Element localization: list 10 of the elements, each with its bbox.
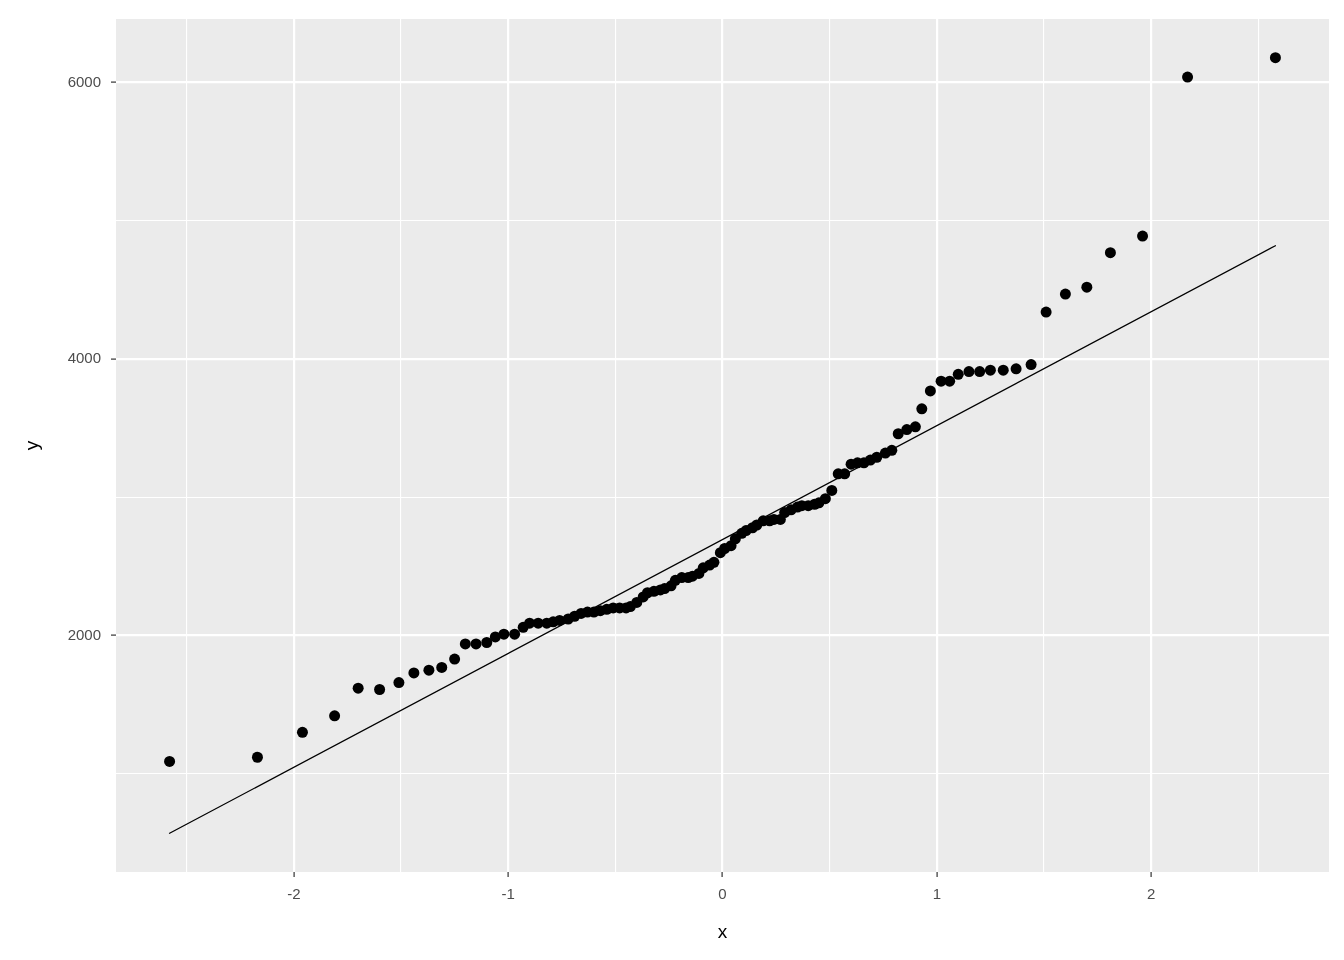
x-tick-label: 2 xyxy=(1146,885,1156,903)
x-tick-label: -1 xyxy=(501,885,515,903)
x-tick-label: 1 xyxy=(932,885,941,903)
y-axis-title: y xyxy=(20,440,42,451)
x-axis-title: x xyxy=(717,920,728,942)
y-tick-label: 6000 xyxy=(67,72,101,90)
y-tick-label: 2000 xyxy=(67,625,101,643)
x-tick-label: -2 xyxy=(287,885,301,903)
x-tick-label: 0 xyxy=(718,885,727,903)
y-tick-label: 4000 xyxy=(67,349,101,367)
